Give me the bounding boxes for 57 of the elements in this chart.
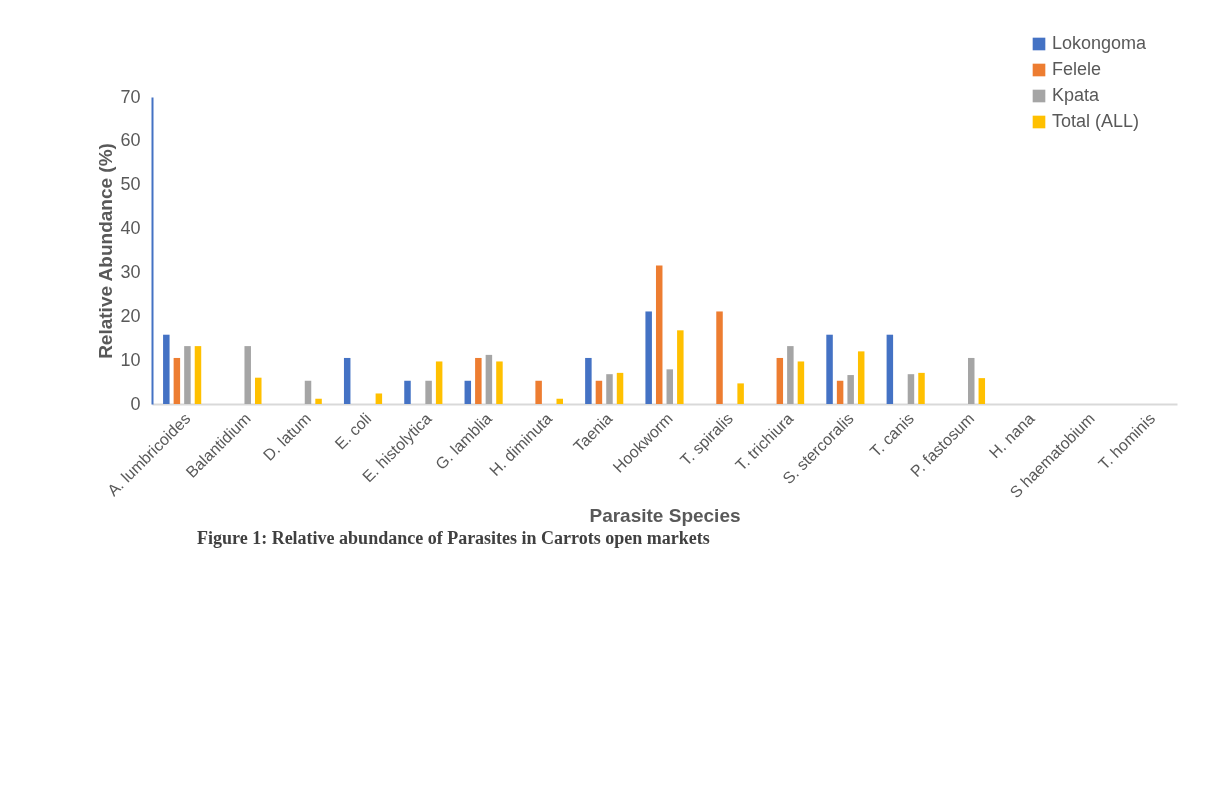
bar <box>464 380 472 404</box>
bar <box>677 330 684 404</box>
bar <box>475 357 482 404</box>
bar <box>485 354 493 404</box>
y-tick-label: 60 <box>120 130 141 151</box>
caption: Figure 1: Relative abundance of Parasites in Carrots open markets <box>196 527 710 548</box>
bar <box>836 380 844 404</box>
bar <box>847 375 854 404</box>
bar <box>315 398 322 404</box>
bar <box>163 334 170 404</box>
bar <box>535 380 542 404</box>
bar <box>184 346 191 404</box>
bar <box>968 357 975 404</box>
bar <box>797 361 805 404</box>
bar <box>826 334 833 404</box>
bar <box>645 311 652 404</box>
bar <box>978 378 986 404</box>
x-axis-title: Parasite Species <box>589 505 741 527</box>
bar <box>173 357 181 404</box>
bar <box>343 357 351 404</box>
bar <box>616 372 624 404</box>
legend-label: Lokongoma <box>1052 33 1148 53</box>
y-tick-label: 30 <box>120 261 141 282</box>
bar <box>585 357 592 404</box>
y-axis-title: Relative Abundance (%) <box>95 143 117 359</box>
bar <box>655 265 663 404</box>
bar <box>255 377 262 404</box>
bar <box>375 393 383 404</box>
bar <box>304 380 312 404</box>
bar <box>666 369 674 404</box>
bar <box>776 357 784 404</box>
bar <box>857 351 865 404</box>
x-tick-label: E. coli <box>331 409 375 453</box>
bar <box>918 372 925 404</box>
legend-label: Kpata <box>1052 85 1101 105</box>
bar <box>496 361 503 404</box>
y-tick-label: 10 <box>120 349 141 370</box>
bar <box>556 398 563 404</box>
bar <box>244 346 251 404</box>
y-tick-label: 40 <box>120 218 141 239</box>
bar <box>737 383 744 404</box>
y-tick-label: 0 <box>130 393 141 414</box>
bar <box>194 346 202 404</box>
bar <box>606 374 613 404</box>
y-tick-label: 20 <box>120 305 141 326</box>
bar <box>425 380 432 404</box>
bar <box>907 374 915 404</box>
legend-label: Total (ALL) <box>1052 111 1140 131</box>
y-tick-label: 70 <box>120 86 141 107</box>
y-tick-label: 50 <box>120 174 141 195</box>
bar <box>787 346 794 404</box>
bar <box>404 380 411 404</box>
bar <box>716 311 723 404</box>
legend-label: Felele <box>1052 59 1102 79</box>
bar <box>886 334 894 404</box>
bar <box>435 361 443 404</box>
bar <box>595 380 603 404</box>
